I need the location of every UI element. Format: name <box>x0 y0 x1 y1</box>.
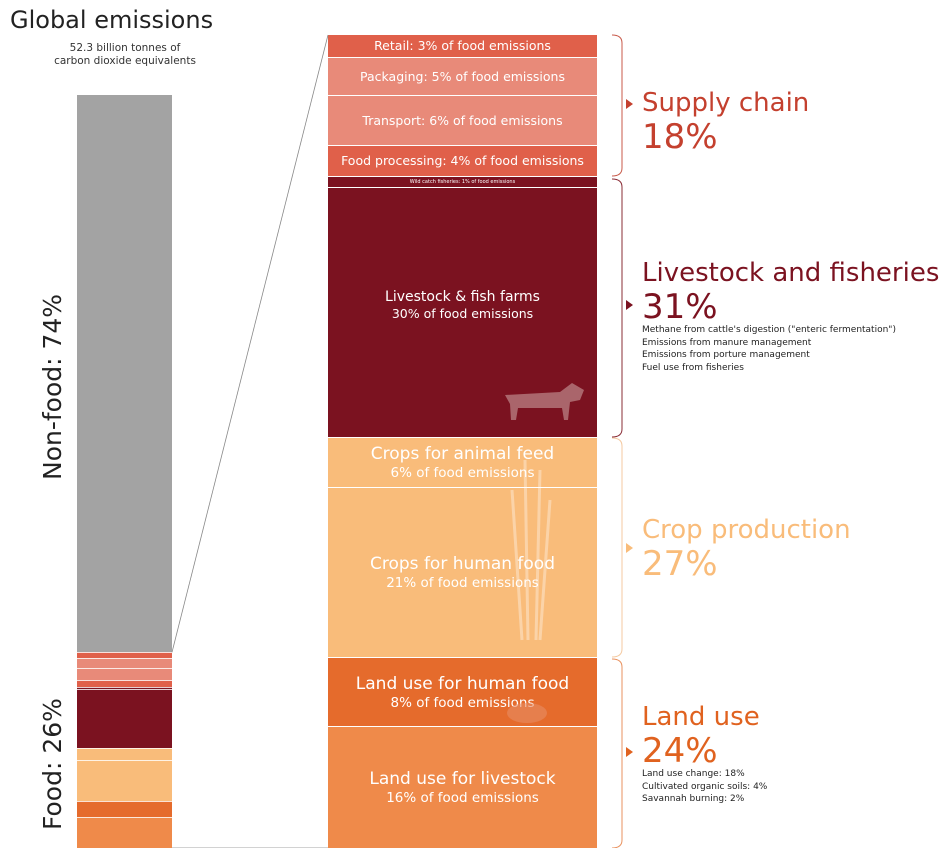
category-notes-landuse: Land use change: 18% Cultivated organic s… <box>642 768 767 806</box>
left-food-segment-lu_human <box>77 801 172 817</box>
subtitle-line-2: carbon dioxide equivalents <box>54 55 196 67</box>
segment-sublabel-feed: 6% of food emissions <box>390 465 535 481</box>
segment-lu_livestock: Land use for livestock 16% of food emissi… <box>328 727 597 848</box>
left-food-segment-lu_livestock <box>77 816 172 848</box>
segment-sublabel-lu_livestock: 16% of food emissions <box>386 790 539 806</box>
segment-transport: Transport: 6% of food emissions <box>328 96 597 145</box>
bracket-crops <box>611 437 623 658</box>
segment-label-processing: Food processing: 4% of food emissions <box>341 153 584 168</box>
pointer-supply <box>626 99 633 109</box>
note-line: Methane from cattle's digestion ("enteri… <box>642 325 896 335</box>
category-percent-livestock: 31% <box>642 287 718 327</box>
category-percent-crops: 27% <box>642 544 718 584</box>
segment-label-livestock: Livestock & fish farms <box>385 289 540 305</box>
chart-title: Global emissions <box>10 6 214 34</box>
segment-humanfood: Crops for human food 21% of food emission… <box>328 488 597 657</box>
segment-label-retail: Retail: 3% of food emissions <box>374 38 551 53</box>
segment-label-lu_human: Land use for human food <box>355 673 570 694</box>
bracket-supply <box>611 34 623 177</box>
note-line: Emissions from porture management <box>642 350 810 360</box>
segment-retail: Retail: 3% of food emissions <box>328 35 597 57</box>
category-landuse: Land use 24% Land use change: 18% Cultivate… <box>642 702 767 806</box>
pointer-crops <box>626 543 633 553</box>
category-notes-livestock: Methane from cattle's digestion ("enteri… <box>642 324 939 374</box>
left-food-segment-feed <box>77 748 172 760</box>
segment-sublabel-humanfood: 21% of food emissions <box>386 575 539 591</box>
pointer-landuse <box>626 747 633 757</box>
category-percent-supply: 18% <box>642 117 718 157</box>
bracket-landuse <box>611 658 623 848</box>
category-supply: Supply chain 18% <box>642 88 809 156</box>
segment-label-humanfood: Crops for human food <box>370 554 555 574</box>
note-line: Fuel use from fisheries <box>642 362 744 373</box>
category-name-supply: Supply chain <box>642 88 810 118</box>
note-line: Land use change: 18% <box>642 769 745 779</box>
segment-feed: Crops for animal feed 6% of food emission… <box>328 438 597 487</box>
segment-fisheries: Wild catch fisheries: 1% of food emissio… <box>328 177 597 187</box>
category-livestock: Livestock and fisheries 31% Methane from c… <box>642 258 939 374</box>
left-food-segment-livestock <box>77 689 172 749</box>
note-line: Cultivated organic soils: 4% <box>642 781 768 792</box>
segment-label-fisheries: Wild catch fisheries: 1% of food emissio… <box>409 179 516 185</box>
bracket-livestock <box>611 178 623 438</box>
segment-lu_human: Land use for human food 8% of food emissi… <box>328 658 597 726</box>
wheat-icon <box>510 459 552 641</box>
chart-subtitle: 52.3 billion tonnes of carbon dioxide eq… <box>10 42 240 68</box>
connector-line-top <box>171 34 329 653</box>
segment-sublabel-livestock: 30% of food emissions <box>391 306 534 321</box>
pig-icon <box>507 703 547 723</box>
segment-label-feed: Crops for animal feed <box>370 444 555 464</box>
left-food-segment-transport <box>77 667 172 680</box>
left-food-segment-packaging <box>77 658 172 668</box>
category-percent-landuse: 24% <box>642 731 718 771</box>
bar-nonfood <box>77 95 172 653</box>
category-name-landuse: Land use <box>642 702 760 732</box>
segment-processing: Food processing: 4% of food emissions <box>328 146 597 176</box>
category-name-crops: Crop production <box>642 515 851 545</box>
cow-icon <box>505 383 584 420</box>
note-line: Savannah burning: 2% <box>642 794 745 804</box>
left-food-segment-fisheries <box>77 687 172 690</box>
segment-label-lu_livestock: Land use for livestock <box>369 769 556 789</box>
left-food-segment-processing <box>77 679 172 688</box>
segment-label-packaging: Packaging: 5% of food emissions <box>360 68 565 84</box>
category-name-livestock: Livestock and fisheries <box>642 258 940 288</box>
subtitle-line-1: 52.3 billion tonnes of <box>69 42 181 54</box>
segment-label-transport: Transport: 6% of food emissions <box>362 112 563 128</box>
segment-sublabel-lu_human: 8% of food emissions <box>390 694 535 711</box>
category-crops: Crop production 27% <box>642 515 851 583</box>
segment-packaging: Packaging: 5% of food emissions <box>328 58 597 95</box>
note-line: Emissions from manure management <box>642 337 812 348</box>
left-food-segment-retail <box>77 652 172 659</box>
pointer-livestock <box>626 300 633 310</box>
left-food-segment-humanfood <box>77 759 172 801</box>
